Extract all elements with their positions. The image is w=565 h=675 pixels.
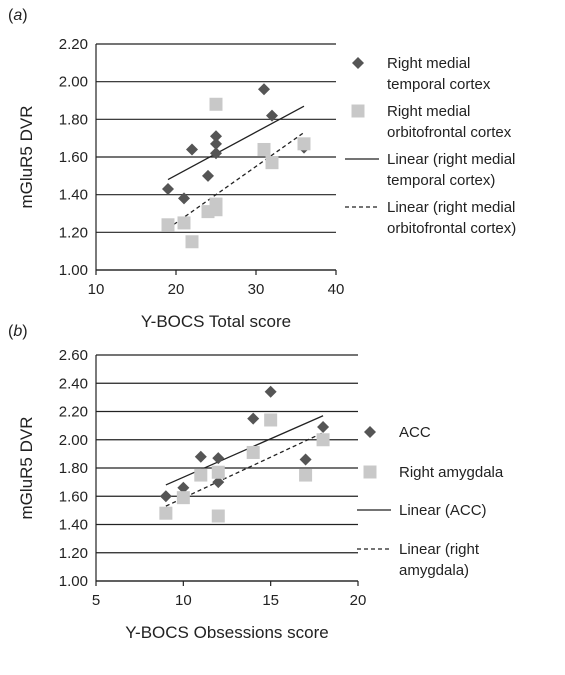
x-tick-label: 10 <box>175 592 192 609</box>
data-point <box>247 412 260 425</box>
y-tick-label: 1.20 <box>59 545 88 562</box>
x-tick-label: 15 <box>262 592 279 609</box>
panel-b: (b) 1.00 1.20 1.40 1.60 1.80 2.00 2.20 2.40 2.60 5… <box>8 323 504 642</box>
data-point <box>264 385 277 398</box>
legend-label: temporal cortex <box>387 76 491 93</box>
data-point <box>265 156 279 170</box>
data-point <box>211 509 225 523</box>
legend-label: Linear (right <box>399 541 480 558</box>
data-point <box>177 481 190 494</box>
y-tick-label: 2.00 <box>59 432 88 449</box>
x-axis-title: Y-BOCS Obsessions score <box>125 623 328 642</box>
data-point <box>258 83 270 96</box>
data-point <box>194 450 207 463</box>
data-point <box>186 143 198 156</box>
data-point <box>202 169 214 182</box>
data-point <box>257 142 271 156</box>
data-point <box>178 192 190 205</box>
series-markers <box>162 83 310 205</box>
legend-label: temporal cortex) <box>387 172 495 189</box>
data-point <box>212 476 225 489</box>
y-tick-label: 1.80 <box>59 460 88 477</box>
series-markers <box>161 97 311 249</box>
legend-label: Right medial <box>387 103 470 120</box>
legend-symbol <box>351 104 365 118</box>
data-point <box>246 445 260 459</box>
y-axis-title: mGluR5 DVR <box>17 106 36 209</box>
x-tick-label: 30 <box>248 281 265 298</box>
data-point <box>210 130 222 143</box>
data-point <box>266 109 278 122</box>
legend-label: Right amygdala <box>399 464 504 481</box>
legend-symbol <box>363 465 377 479</box>
y-tick-label: 2.40 <box>59 375 88 392</box>
legend-label: amygdala) <box>399 562 469 579</box>
y-tick-label: 1.60 <box>59 149 88 166</box>
legend-symbol <box>352 57 364 69</box>
data-point <box>316 433 330 447</box>
panel-label: (b) <box>8 323 28 340</box>
data-point <box>299 468 313 482</box>
series-markers <box>159 413 330 523</box>
data-point <box>161 218 175 232</box>
legend-label: Linear (right medial <box>387 199 515 216</box>
y-tick-label: 1.00 <box>59 573 88 590</box>
y-tick-label: 2.20 <box>59 404 88 421</box>
data-point <box>162 183 174 196</box>
data-point <box>264 413 278 427</box>
y-tick-label: 1.80 <box>59 111 88 128</box>
y-tick-label: 1.60 <box>59 488 88 505</box>
data-point <box>210 137 222 150</box>
trendline <box>165 432 324 507</box>
x-axis-title: Y-BOCS Total score <box>141 312 291 331</box>
data-point <box>185 235 199 249</box>
panel-label: (a) <box>8 7 28 24</box>
data-point <box>159 506 173 520</box>
data-point <box>194 468 208 482</box>
y-axis-title: mGluR5 DVR <box>17 417 36 520</box>
y-tick-label: 1.40 <box>59 187 88 204</box>
data-point <box>299 453 312 466</box>
data-point <box>297 137 311 151</box>
legend-label: Linear (right medial <box>387 151 515 168</box>
x-tick-label: 40 <box>328 281 345 298</box>
y-tick-label: 1.20 <box>59 224 88 241</box>
y-tick-label: 2.00 <box>59 74 88 91</box>
data-point <box>176 491 190 505</box>
data-point <box>159 490 172 503</box>
series-markers <box>159 385 330 503</box>
data-point <box>317 421 330 434</box>
y-tick-label: 2.20 <box>59 36 88 53</box>
legend-label: orbitofrontal cortex <box>387 124 512 141</box>
data-point <box>209 97 223 111</box>
x-tick-label: 5 <box>92 592 100 609</box>
x-tick-label: 20 <box>350 592 367 609</box>
data-point <box>211 465 225 479</box>
legend-label: Linear (ACC) <box>399 502 487 519</box>
legend-symbol <box>364 426 376 438</box>
x-tick-label: 20 <box>168 281 185 298</box>
trendline <box>165 415 324 486</box>
legend-label: Right medial <box>387 55 470 72</box>
trendline <box>167 105 305 181</box>
legend-label: orbitofrontal cortex) <box>387 220 516 237</box>
x-tick-label: 10 <box>88 281 105 298</box>
y-tick-label: 1.40 <box>59 517 88 534</box>
data-point <box>210 147 222 160</box>
data-point <box>177 216 191 230</box>
y-tick-label: 2.60 <box>59 347 88 364</box>
data-point <box>212 452 225 465</box>
data-point <box>209 197 223 211</box>
y-tick-label: 1.00 <box>59 262 88 279</box>
trendline <box>167 131 305 230</box>
panel-a: (a) 1.00 1.20 1.40 1.60 1.80 2.00 2.20 10 20 30 40 Y… <box>8 7 516 331</box>
legend-label: ACC <box>399 424 431 441</box>
